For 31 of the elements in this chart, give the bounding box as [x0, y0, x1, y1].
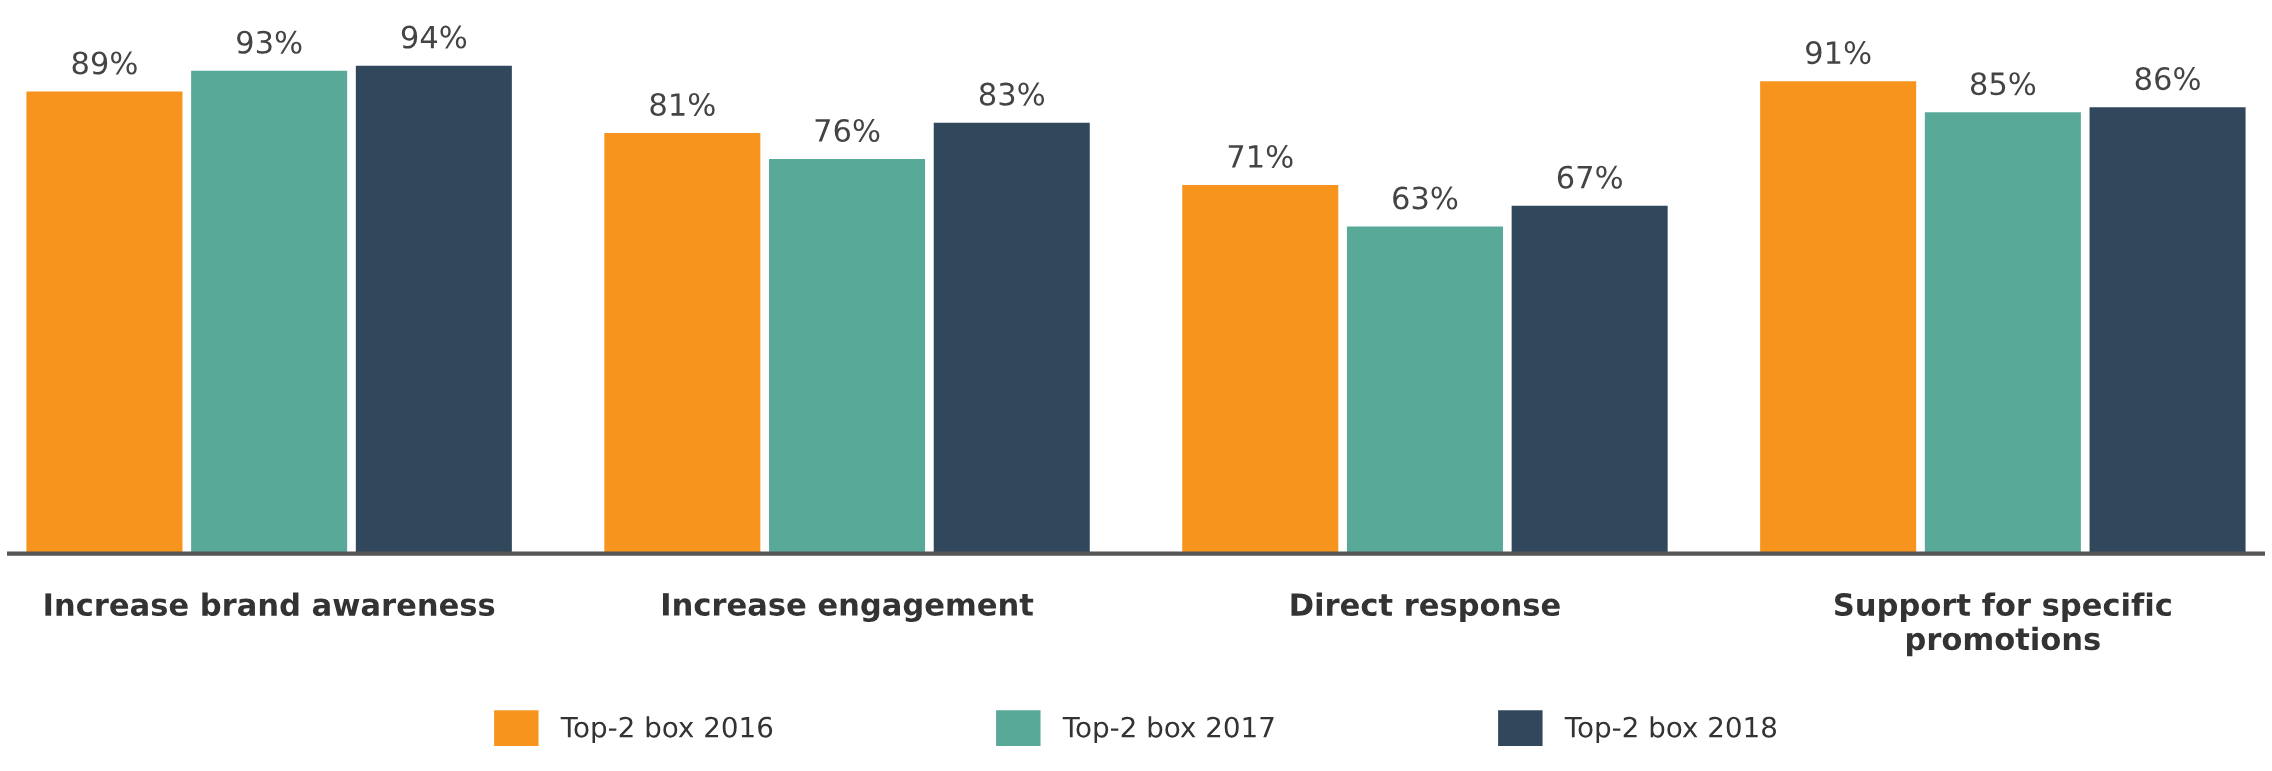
bar — [26, 91, 183, 554]
data-label: 67% — [1557, 165, 1622, 189]
bar — [191, 70, 348, 554]
legend-label: Top-2 box 2016 — [560, 716, 773, 744]
data-label: 91% — [1806, 41, 1871, 65]
legend-label: Top-2 box 2017 — [1062, 716, 1274, 744]
data-label: 71% — [1228, 144, 1293, 168]
data-label: 76% — [815, 118, 880, 143]
bar — [355, 65, 512, 554]
data-label: 81% — [650, 92, 715, 117]
data-label: 86% — [2135, 67, 2200, 91]
bar — [1182, 185, 1339, 554]
data-label: 85% — [1970, 72, 2036, 96]
data-label: 93% — [237, 30, 302, 54]
legend-label: Top-2 box 2018 — [1564, 716, 1776, 744]
x-tick-label: Direct response — [1291, 592, 1560, 623]
bar — [1760, 81, 1917, 554]
x-tick-label: Increase brand awareness — [45, 592, 495, 617]
bar — [1346, 226, 1503, 554]
bar — [933, 122, 1090, 554]
bar — [769, 159, 926, 554]
data-label: 94% — [401, 25, 467, 49]
bar — [2089, 107, 2246, 554]
data-label: 83% — [979, 82, 1045, 106]
x-tick-label: Increase engagement — [663, 593, 1034, 623]
data-label: 63% — [1393, 186, 1458, 210]
x-tick-label: Support for specific promotions — [1835, 592, 2171, 657]
bar — [604, 133, 761, 554]
data-label: 89% — [72, 51, 137, 75]
bar — [1511, 205, 1668, 554]
bar — [1924, 112, 2081, 554]
